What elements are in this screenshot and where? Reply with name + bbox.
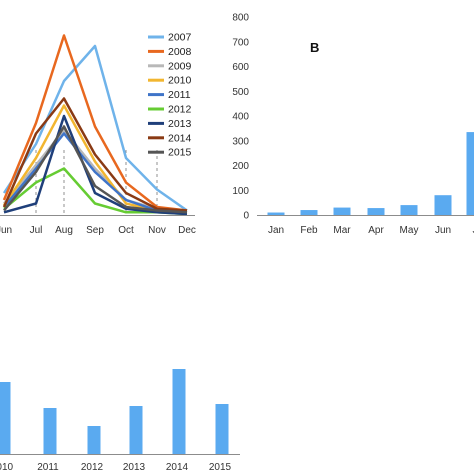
- bar-2010: [0, 382, 11, 454]
- y-tick-label: 0: [243, 211, 249, 222]
- series-line-2015: [3, 125, 188, 214]
- bar-J: [466, 132, 474, 215]
- panel-c-bars: [0, 369, 229, 454]
- x-tick-label: Sep: [86, 225, 104, 236]
- series-line-2010: [2, 104, 188, 214]
- y-tick-label: 400: [232, 112, 249, 123]
- x-tick-label: 2010: [0, 462, 14, 473]
- x-tick-label: Jul: [30, 225, 43, 236]
- legend-label: 2008: [168, 46, 192, 58]
- x-tick-label: J: [473, 225, 474, 236]
- panel-a-line-chart: JunJulAugSepOctNovDec 200720082009201020…: [0, 32, 196, 236]
- legend-label: 2009: [168, 60, 192, 72]
- bar-Jun: [434, 195, 452, 215]
- x-tick-label: 2013: [123, 462, 146, 473]
- y-tick-label: 100: [232, 186, 249, 197]
- series-line-2014: [2, 97, 188, 212]
- x-tick-label: May: [400, 225, 419, 236]
- legend-label: 2007: [168, 32, 192, 44]
- bar-2012: [87, 426, 101, 454]
- x-tick-label: Jan: [268, 225, 284, 236]
- legend-label: 2011: [168, 89, 191, 101]
- bar-2014: [172, 369, 186, 454]
- x-tick-label: Oct: [118, 225, 134, 236]
- panel-b-bars: [267, 132, 474, 215]
- legend-label: 2013: [168, 118, 192, 130]
- x-tick-label: Apr: [368, 225, 384, 236]
- x-tick-label: Jun: [0, 225, 12, 236]
- panel-c-x-tick-labels: 2010 2011 2012 2013 2014 2015: [0, 462, 232, 473]
- y-tick-label: 200: [232, 161, 249, 172]
- y-tick-label: 700: [232, 37, 249, 48]
- series-line-2008: [2, 34, 188, 212]
- series-line-2007: [2, 44, 188, 212]
- bar-2011: [43, 408, 57, 454]
- panel-a-x-tick-labels: Jun Jul Aug Sep Oct Nov Dec: [0, 225, 196, 236]
- legend-label: 2012: [168, 104, 192, 116]
- bar-2013: [129, 406, 143, 454]
- panel-b-bar-chart: B 0 100 200 300 400 500 600 700 800 Jan Feb Mar Apr…: [232, 13, 474, 236]
- x-tick-label: Nov: [148, 225, 166, 236]
- panel-b-x-tick-labels: Jan Feb Mar Apr May Jun J: [268, 225, 474, 236]
- panel-c-bar-chart: 2010 2011 2012 2013 2014 2015: [0, 369, 240, 473]
- y-tick-label: 800: [232, 13, 249, 24]
- x-tick-label: 2015: [209, 462, 232, 473]
- bar-Mar: [333, 207, 351, 215]
- x-tick-label: 2011: [37, 462, 59, 473]
- x-tick-label: Jun: [435, 225, 451, 236]
- x-tick-label: Mar: [333, 225, 351, 236]
- panel-a-legend: 2007 2008 2009 2010 2011 2012 2013 2014 2015: [148, 32, 192, 159]
- legend-label: 2014: [168, 132, 192, 144]
- y-tick-label: 300: [232, 136, 249, 147]
- panel-a-series-lines: [2, 34, 188, 216]
- x-tick-label: 2012: [81, 462, 104, 473]
- panel-b-y-tick-labels: 0 100 200 300 400 500 600 700 800: [232, 13, 249, 222]
- legend-label: 2010: [168, 75, 192, 87]
- series-line-2013: [3, 114, 188, 216]
- legend-label: 2015: [168, 147, 192, 159]
- panel-b-label: B: [310, 40, 319, 55]
- x-tick-label: Feb: [300, 225, 318, 236]
- y-tick-label: 600: [232, 62, 249, 73]
- x-tick-label: 2014: [166, 462, 189, 473]
- x-tick-label: Aug: [55, 225, 73, 236]
- bar-Jan: [267, 212, 285, 215]
- bar-Feb: [300, 210, 318, 215]
- x-tick-label: Dec: [178, 225, 196, 236]
- bar-Apr: [367, 208, 385, 215]
- bar-2015: [215, 404, 229, 454]
- y-tick-label: 500: [232, 87, 249, 98]
- bar-May: [400, 205, 418, 215]
